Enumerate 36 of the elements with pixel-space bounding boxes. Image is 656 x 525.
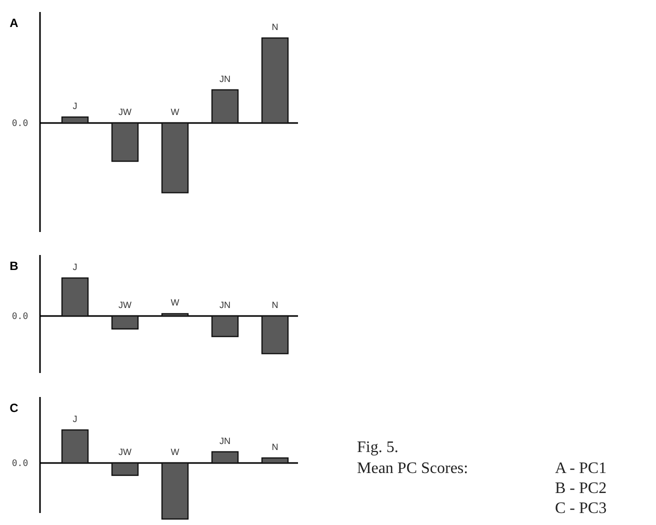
bar (111, 462, 139, 476)
x-tick-label: JN (220, 74, 230, 84)
chart-title: A (10, 16, 19, 30)
x-tick-label: N (272, 300, 278, 310)
bar (211, 451, 239, 464)
x-tick-label: J (72, 414, 78, 424)
x-tick-label: JW (118, 300, 132, 310)
text: Mean PC Scores: (357, 460, 468, 477)
x-tick-label: N (272, 22, 278, 32)
caption: Fig. 5. (357, 439, 398, 456)
bar (61, 429, 89, 464)
x-tick-label: W (170, 447, 180, 457)
x-tick-label: JW (118, 107, 132, 117)
text: 0.0 (12, 119, 28, 129)
bar (61, 116, 89, 124)
text: A - PC1 (555, 460, 607, 477)
text: 0.0 (12, 312, 28, 322)
x-tick-label: JW (118, 447, 132, 457)
x-tick-label: W (170, 298, 180, 308)
text: 0.0 (12, 459, 28, 469)
bar (261, 457, 289, 464)
x-tick-label: N (272, 442, 278, 452)
bar (161, 122, 189, 194)
text: C - PC3 (555, 500, 607, 517)
x-tick-label: JN (220, 300, 230, 310)
x-tick-label: J (72, 262, 78, 272)
text: B - PC2 (555, 480, 607, 497)
x-tick-label: J (72, 101, 78, 112)
bar (261, 37, 289, 124)
chart-title: B (10, 259, 19, 273)
bar (211, 89, 239, 124)
x-tick-label: JN (220, 436, 230, 446)
bar (111, 122, 139, 162)
chart-title: C (10, 401, 19, 415)
x-tick-label: W (170, 107, 180, 117)
bar (161, 462, 189, 520)
